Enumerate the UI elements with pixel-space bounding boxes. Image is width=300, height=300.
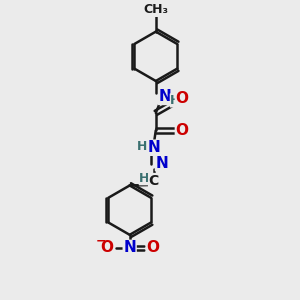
Text: −: − <box>95 235 106 248</box>
Text: O: O <box>176 123 188 138</box>
Text: C: C <box>148 173 159 188</box>
Text: H: H <box>170 94 181 107</box>
Text: N: N <box>159 89 172 104</box>
Text: H: H <box>137 140 147 153</box>
Text: N: N <box>155 156 168 171</box>
Text: O: O <box>100 240 113 255</box>
Text: O: O <box>176 91 188 106</box>
Text: N: N <box>147 140 160 155</box>
Text: N: N <box>123 240 136 255</box>
Text: H: H <box>139 172 150 185</box>
Text: O: O <box>146 240 159 255</box>
Text: CH₃: CH₃ <box>143 3 168 16</box>
